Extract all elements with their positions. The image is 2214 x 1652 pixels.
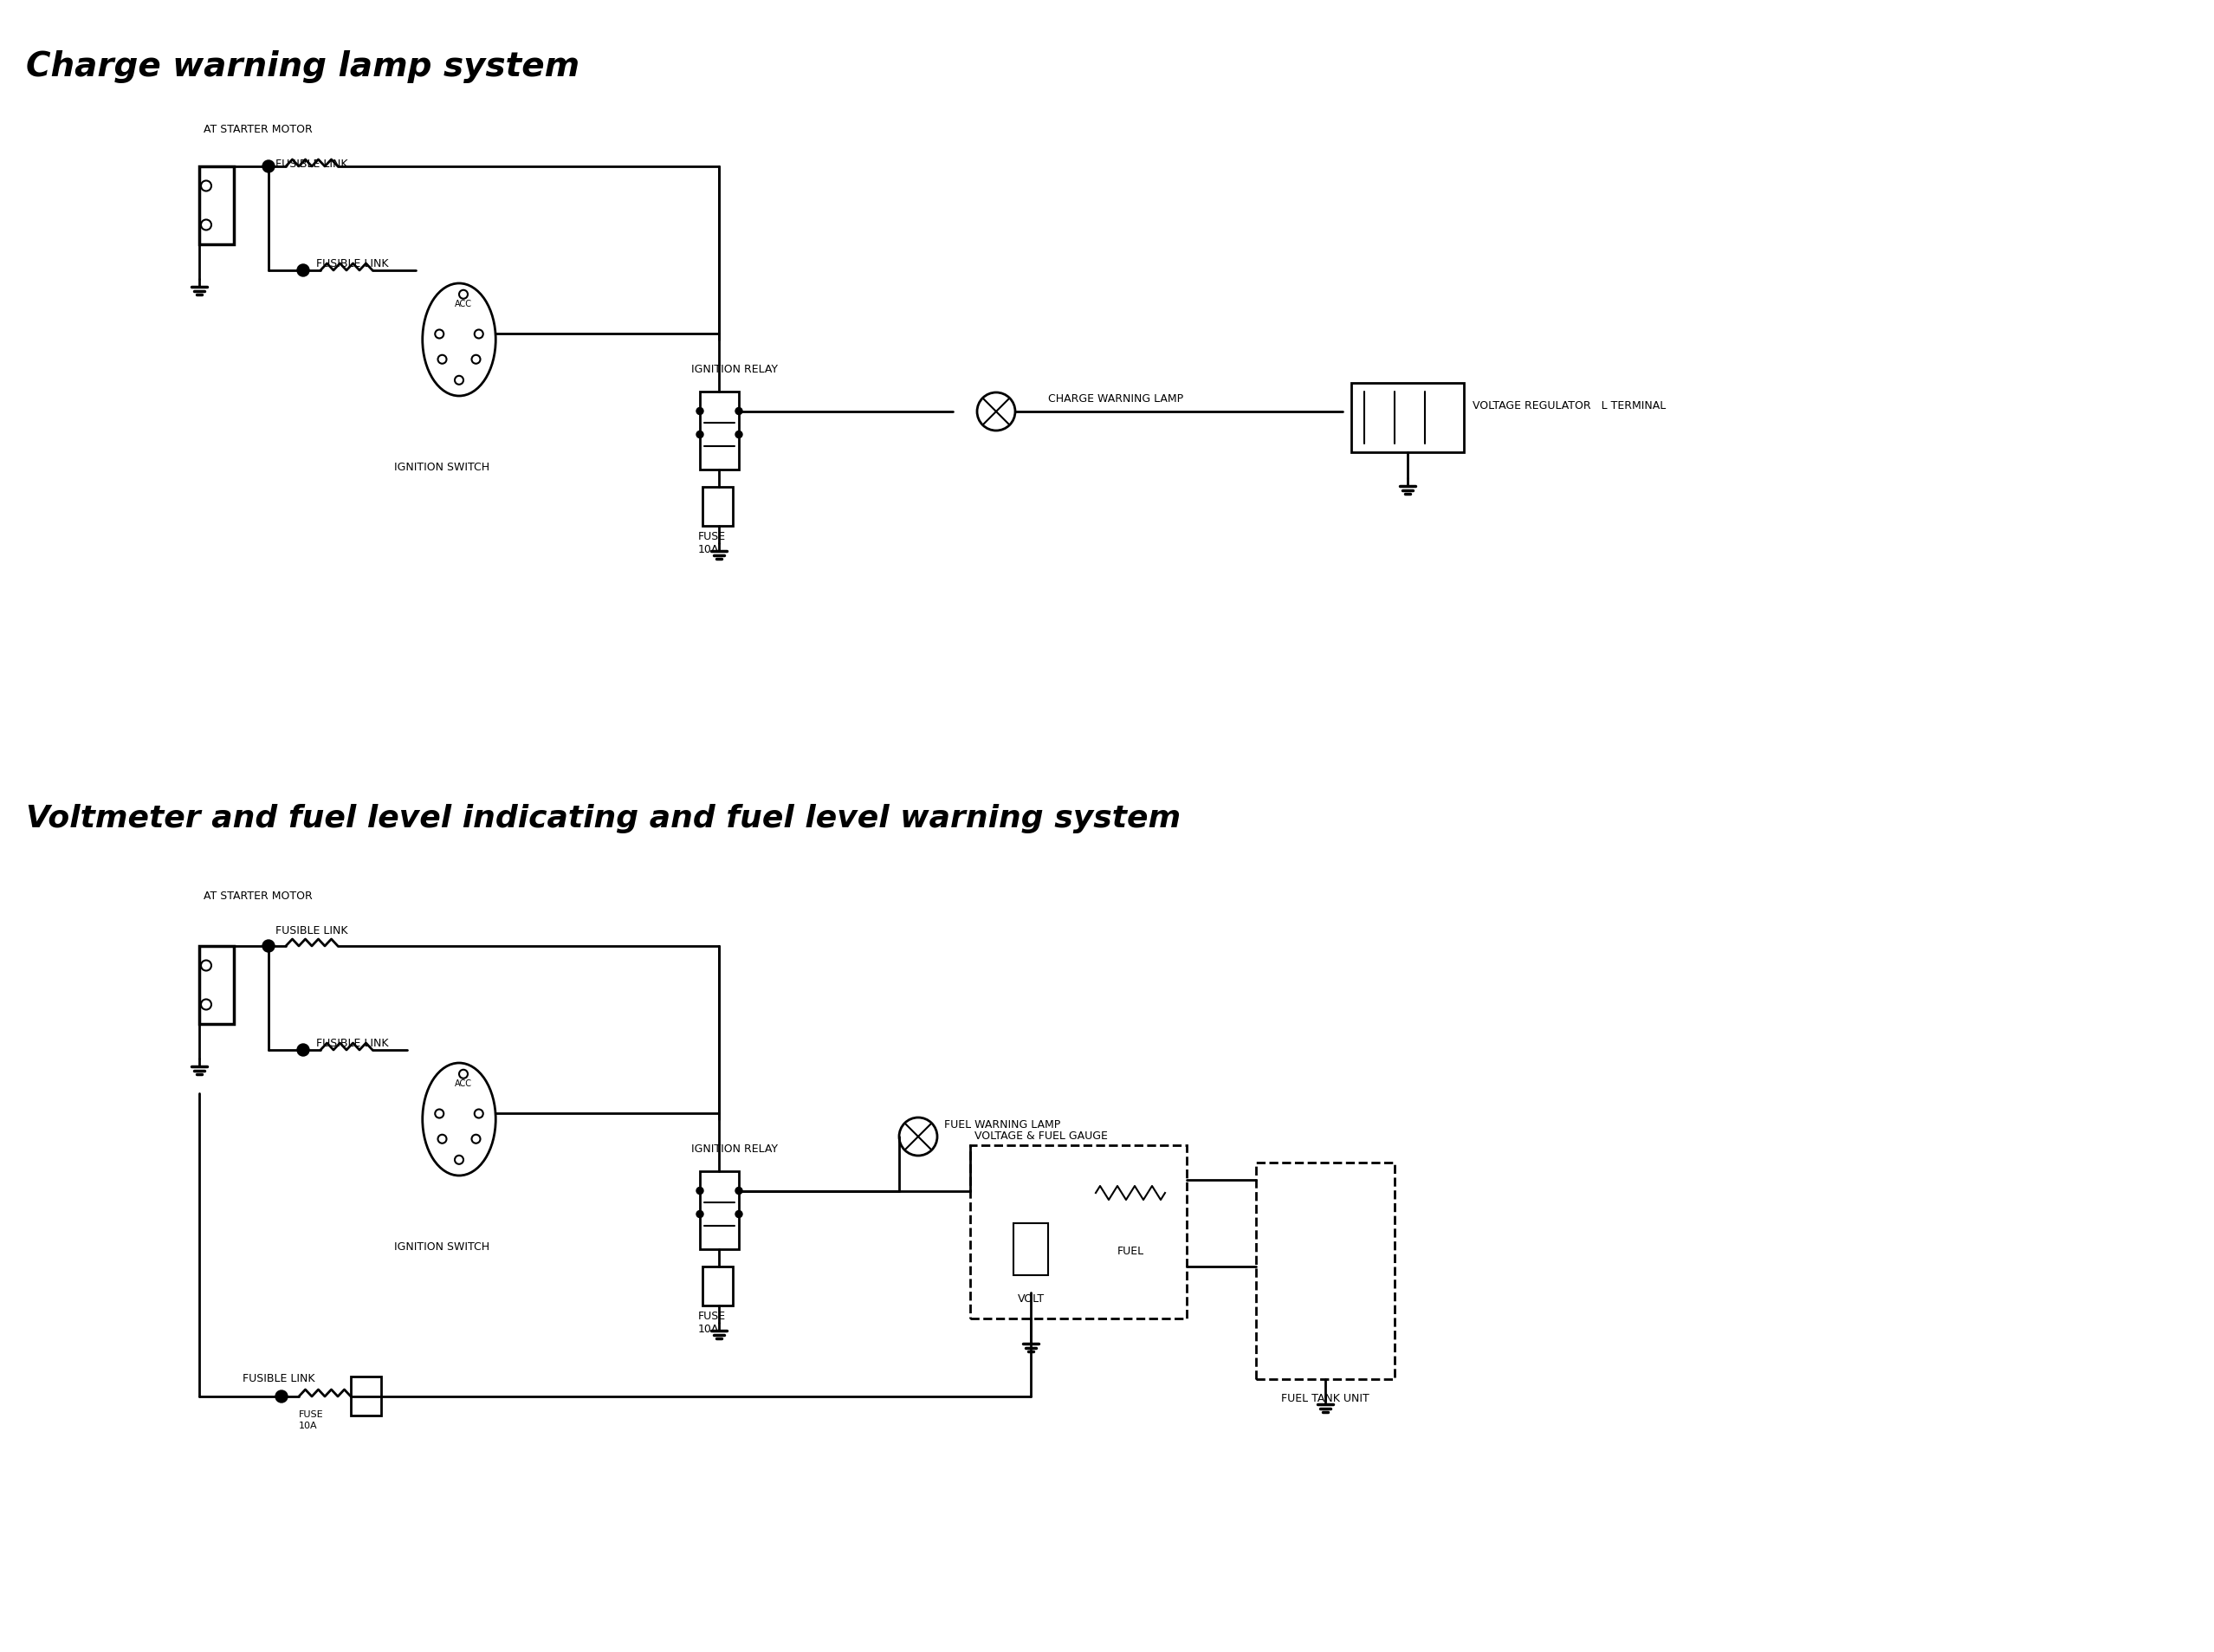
- Circle shape: [697, 408, 704, 415]
- Circle shape: [201, 960, 210, 971]
- Bar: [350, 1376, 381, 1416]
- Bar: [1014, 1224, 1047, 1275]
- Text: IGNITION RELAY: IGNITION RELAY: [691, 363, 777, 375]
- Text: +: +: [197, 180, 208, 193]
- Text: AT STARTER MOTOR: AT STARTER MOTOR: [204, 124, 312, 135]
- Text: FUEL WARNING LAMP: FUEL WARNING LAMP: [943, 1118, 1061, 1130]
- Circle shape: [275, 1391, 288, 1403]
- Circle shape: [438, 355, 447, 365]
- Bar: [970, 1145, 1187, 1318]
- Text: R: R: [474, 355, 478, 365]
- Text: 10A: 10A: [299, 1421, 317, 1429]
- Text: Charge warning lamp system: Charge warning lamp system: [27, 50, 580, 83]
- Text: VOLTAGE & FUEL GAUGE: VOLTAGE & FUEL GAUGE: [974, 1130, 1107, 1142]
- Circle shape: [474, 330, 483, 339]
- Text: FUSE: FUSE: [299, 1409, 323, 1417]
- Text: FUSIBLE LINK: FUSIBLE LINK: [277, 159, 348, 170]
- Text: +: +: [197, 960, 208, 971]
- Text: FUSIBLE LINK: FUSIBLE LINK: [317, 258, 387, 269]
- Circle shape: [297, 1044, 310, 1056]
- Circle shape: [458, 1070, 467, 1079]
- Circle shape: [474, 1110, 483, 1118]
- Circle shape: [201, 999, 210, 1009]
- Circle shape: [472, 355, 480, 365]
- Text: Voltmeter and fuel level indicating and fuel level warning system: Voltmeter and fuel level indicating and …: [27, 803, 1180, 833]
- Circle shape: [458, 291, 467, 299]
- Text: S: S: [441, 355, 445, 365]
- Text: IGNITION SWITCH: IGNITION SWITCH: [394, 461, 489, 472]
- Text: IG: IG: [474, 1110, 483, 1118]
- Circle shape: [201, 220, 210, 231]
- Text: ACC: ACC: [454, 299, 472, 307]
- Circle shape: [434, 330, 443, 339]
- Text: FUSIBLE LINK: FUSIBLE LINK: [277, 925, 348, 937]
- Text: FUSE: FUSE: [697, 530, 726, 542]
- Bar: [199, 167, 235, 244]
- Text: IGNITION RELAY: IGNITION RELAY: [691, 1143, 777, 1155]
- Bar: [1255, 1163, 1395, 1379]
- Circle shape: [735, 1188, 742, 1194]
- Text: −: −: [197, 218, 208, 233]
- Text: FUSIBLE LINK: FUSIBLE LINK: [244, 1373, 314, 1384]
- Text: S: S: [441, 1135, 445, 1143]
- Circle shape: [697, 1211, 704, 1218]
- Text: 10A: 10A: [697, 544, 720, 555]
- Circle shape: [735, 1211, 742, 1218]
- Circle shape: [263, 940, 275, 953]
- Circle shape: [263, 160, 275, 173]
- Bar: [700, 1171, 739, 1249]
- Text: VOLT: VOLT: [1016, 1292, 1045, 1303]
- Circle shape: [434, 1110, 443, 1118]
- Bar: [702, 1267, 733, 1305]
- Text: AT STARTER MOTOR: AT STARTER MOTOR: [204, 890, 312, 902]
- Bar: [702, 487, 733, 527]
- Text: B: B: [436, 330, 443, 339]
- Text: FUSE: FUSE: [697, 1310, 726, 1322]
- Text: ACC: ACC: [454, 1079, 472, 1087]
- Text: CHARGE WARNING LAMP: CHARGE WARNING LAMP: [1047, 393, 1182, 405]
- Text: IGNITION SWITCH: IGNITION SWITCH: [394, 1241, 489, 1252]
- Text: IG: IG: [474, 330, 483, 339]
- Bar: [700, 392, 739, 471]
- Bar: [199, 947, 235, 1024]
- Text: 10A: 10A: [697, 1323, 720, 1335]
- Circle shape: [454, 377, 463, 385]
- Text: B: B: [436, 1110, 443, 1118]
- Circle shape: [697, 1188, 704, 1194]
- Text: FUSIBLE LINK: FUSIBLE LINK: [317, 1037, 387, 1049]
- Circle shape: [472, 1135, 480, 1143]
- Circle shape: [201, 182, 210, 192]
- Circle shape: [297, 264, 310, 278]
- Text: R: R: [474, 1135, 478, 1143]
- Circle shape: [438, 1135, 447, 1143]
- Circle shape: [735, 431, 742, 438]
- Bar: [1351, 383, 1463, 453]
- Circle shape: [454, 1156, 463, 1165]
- Text: FUEL TANK UNIT: FUEL TANK UNIT: [1282, 1393, 1368, 1404]
- Circle shape: [697, 431, 704, 438]
- Text: −: −: [197, 998, 208, 1013]
- Text: VOLTAGE REGULATOR   L TERMINAL: VOLTAGE REGULATOR L TERMINAL: [1472, 400, 1665, 411]
- Text: FUEL: FUEL: [1116, 1246, 1145, 1256]
- Circle shape: [735, 408, 742, 415]
